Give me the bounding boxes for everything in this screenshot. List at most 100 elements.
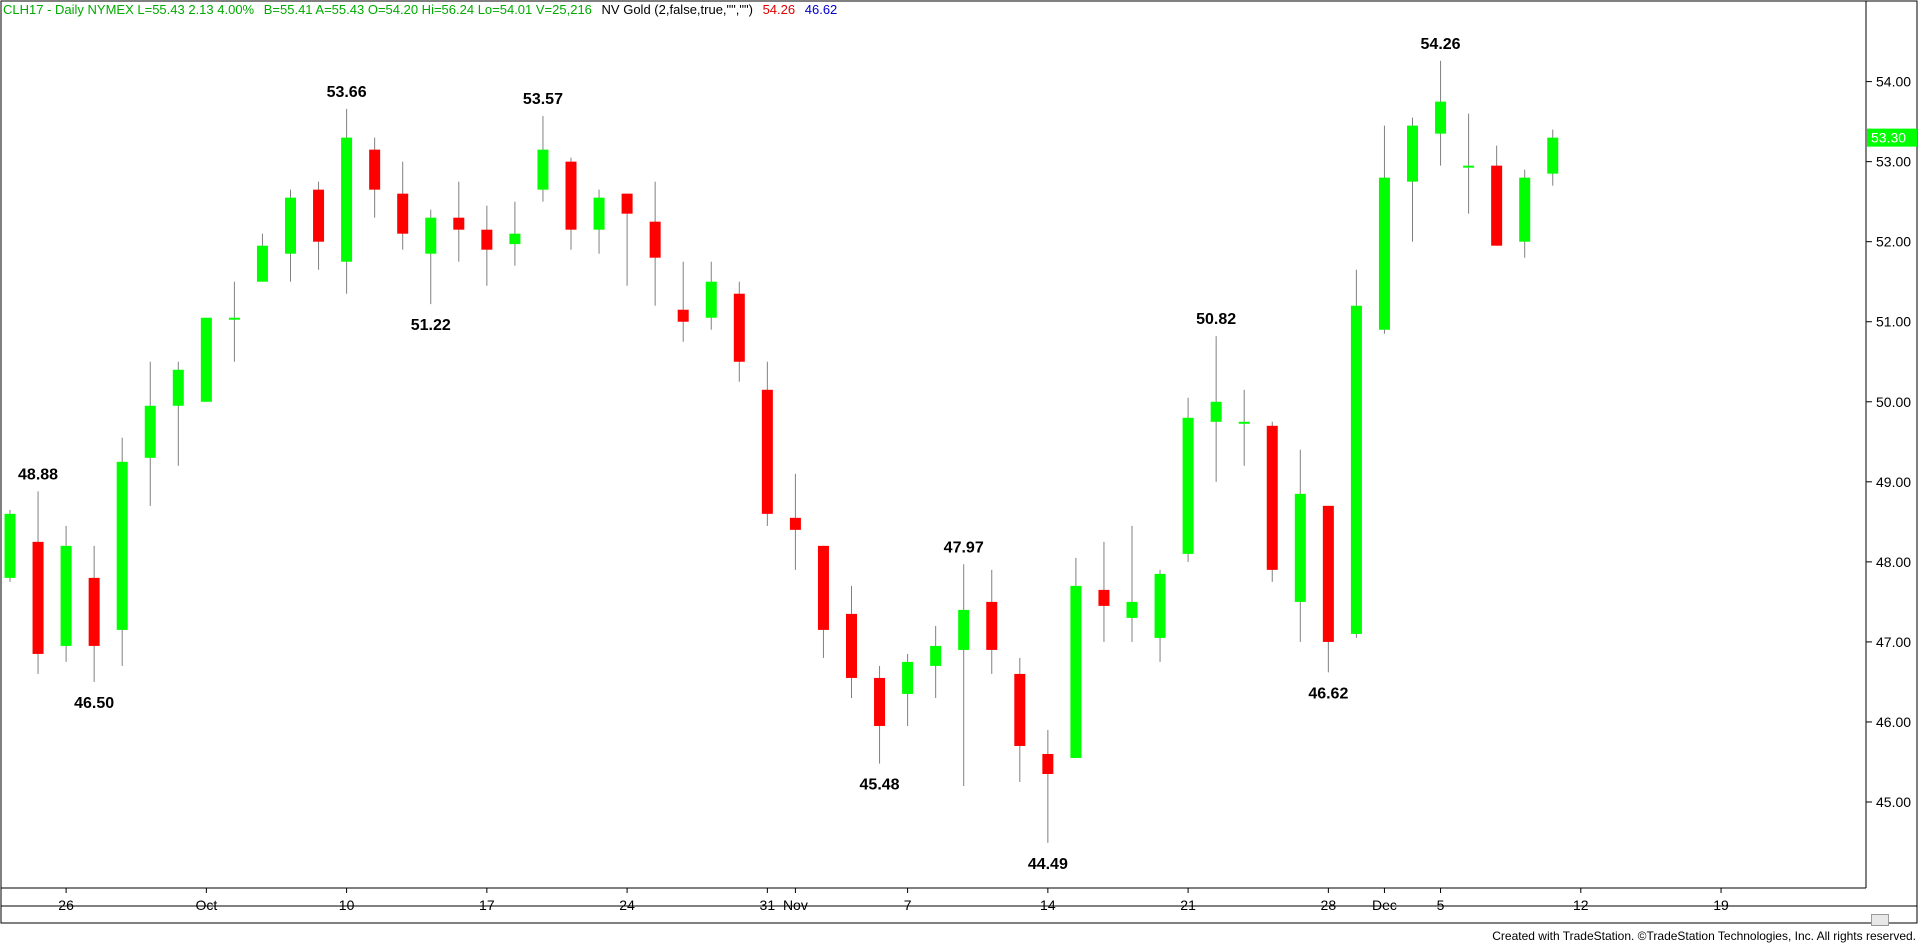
swing-label: 51.22 <box>411 317 451 334</box>
x-tick-label: Dec <box>1372 897 1397 913</box>
indicator-label: NV Gold (2,false,true,"","") <box>601 2 753 17</box>
swing-label: 45.48 <box>860 777 900 794</box>
candle-body-down <box>761 389 773 514</box>
candle-body-up <box>593 197 605 230</box>
quote-info: B=55.41 A=55.43 O=54.20 Hi=56.24 Lo=54.0… <box>263 2 592 17</box>
last-price-label: 53.30 <box>1871 130 1906 146</box>
candle-body-down <box>32 541 44 654</box>
y-tick-label: 49.00 <box>1876 474 1911 490</box>
candle-body-down <box>1491 165 1503 246</box>
candle-body-up <box>285 197 296 254</box>
candle-body-down <box>986 601 998 650</box>
chart-header: CLH17 - Daily NYMEX L=55.43 2.13 4.00% B… <box>3 2 843 18</box>
candle-body-down <box>846 613 857 678</box>
x-tick-label: 31 <box>760 897 776 913</box>
candle-body-up <box>60 545 72 646</box>
candle-body-down <box>621 193 633 214</box>
candle-body-up <box>1182 417 1194 554</box>
x-tick-label: 28 <box>1321 897 1337 913</box>
y-tick-label: 46.00 <box>1876 714 1911 730</box>
x-tick-label: 10 <box>339 897 355 913</box>
y-tick-label: 53.00 <box>1876 154 1911 170</box>
candle-body-up <box>228 317 240 320</box>
candles <box>4 60 1559 843</box>
candle-body-up <box>1519 177 1531 242</box>
x-tick-label: 12 <box>1573 897 1589 913</box>
horizontal-scrollbar-thumb[interactable] <box>1871 914 1889 926</box>
candle-body-down <box>817 545 829 630</box>
candle-body-down <box>397 193 409 234</box>
candle-body-down <box>874 677 886 726</box>
candle-body-down <box>1014 673 1026 746</box>
y-tick-label: 47.00 <box>1876 634 1911 650</box>
candle-body-down <box>313 189 325 242</box>
candle-body-down <box>649 221 661 258</box>
indicator-value-high: 54.26 <box>762 2 796 17</box>
candle-body-up <box>509 233 521 245</box>
candle-body-up <box>930 645 942 666</box>
candle-body-down <box>1266 425 1278 570</box>
candle-body-up <box>256 245 268 282</box>
candle-body-down <box>1322 505 1334 642</box>
swing-label: 47.97 <box>944 539 984 556</box>
y-axis: 45.00 46.00 47.00 48.00 49.00 50.00 51.00 52.00… <box>1866 74 1911 810</box>
candle-body-up <box>1070 585 1082 758</box>
y-tick-label: 48.00 <box>1876 554 1911 570</box>
candle-body-down <box>789 517 801 530</box>
candle-body-up <box>1210 401 1222 422</box>
candle-body-up <box>1435 101 1447 134</box>
swing-label: 46.62 <box>1308 685 1348 702</box>
candle-body-down <box>733 293 745 362</box>
y-tick-label: 52.00 <box>1876 234 1911 250</box>
candle-body-down <box>1098 589 1110 606</box>
candle-body-up <box>902 661 914 694</box>
x-axis: 26 Oct 10 17 24 31 Nov 7 14 21 28 Dec 5 12 19 <box>58 888 1729 913</box>
candle-body-up <box>1126 601 1138 618</box>
swing-label: 50.82 <box>1196 311 1236 328</box>
candle-body-up <box>958 609 970 650</box>
candle-body-up <box>1350 305 1362 634</box>
x-tick-label: 24 <box>619 897 635 913</box>
candle-body-down <box>1042 753 1054 774</box>
y-tick-label: 45.00 <box>1876 794 1911 810</box>
candle-body-down <box>453 217 465 230</box>
candle-body-up <box>1463 165 1475 168</box>
symbol-info: CLH17 - Daily NYMEX L=55.43 2.13 4.00% <box>3 2 255 17</box>
footer-credit: Created with TradeStation. ©TradeStation… <box>1492 929 1916 943</box>
candle-body-up <box>4 513 16 578</box>
candle-body-up <box>705 281 717 318</box>
x-tick-label: Nov <box>783 897 808 913</box>
candle-body-up <box>1407 125 1418 182</box>
x-tick-label: 5 <box>1437 897 1445 913</box>
candle-body-down <box>481 229 493 250</box>
swing-label: 53.57 <box>523 91 563 108</box>
plot-frame <box>0 0 1918 924</box>
candle-body-down <box>677 309 689 322</box>
x-tick-label: 14 <box>1040 897 1056 913</box>
candle-body-up <box>1294 493 1306 602</box>
candle-body-down <box>369 149 381 190</box>
y-tick-label: 51.00 <box>1876 314 1911 330</box>
candle-body-up <box>1238 421 1250 424</box>
candle-body-up <box>425 217 437 254</box>
last-price-box <box>1867 128 1917 147</box>
candle-body-up <box>341 137 353 262</box>
swing-label: 48.88 <box>18 466 58 483</box>
candle-body-up <box>200 317 212 402</box>
candle-body-up <box>172 369 184 406</box>
candle-body-up <box>537 149 549 190</box>
swing-label: 54.26 <box>1421 36 1461 53</box>
x-tick-label: 21 <box>1180 897 1196 913</box>
candle-body-down <box>88 577 100 646</box>
swing-label: 46.50 <box>74 695 114 712</box>
candle-body-down <box>565 161 577 230</box>
last-price-tag: 53.30 <box>1867 128 1917 147</box>
x-tick-label: 7 <box>904 897 912 913</box>
x-tick-label: 19 <box>1713 897 1729 913</box>
candle-body-up <box>116 461 128 630</box>
indicator-value-low: 46.62 <box>804 2 838 17</box>
candle-body-up <box>1547 137 1559 174</box>
swing-label: 44.49 <box>1028 856 1068 873</box>
candle-body-up <box>144 405 156 458</box>
